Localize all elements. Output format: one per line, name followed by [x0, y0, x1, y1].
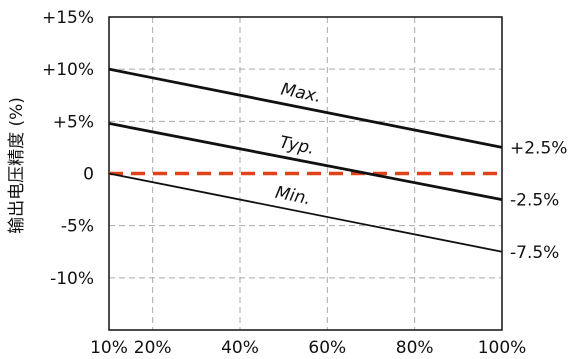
series-end-label: -2.5% [510, 191, 559, 211]
series-end-label: +2.5% [510, 138, 567, 158]
y-tick-label: -5% [61, 217, 94, 237]
y-tick-label: -10% [50, 269, 94, 289]
y-tick-label: 0 [83, 165, 94, 185]
series-label-typ: Typ. [278, 133, 316, 159]
grid-lines [109, 17, 502, 330]
series-lines [108, 67, 503, 253]
series-line-typ [108, 122, 503, 201]
series-end-label: -7.5% [510, 243, 559, 263]
x-tick-label: 10% [90, 338, 128, 358]
x-tick-label: 80% [396, 338, 434, 358]
y-tick-labels: +15% +10% +5% 0 -5% -10% [42, 8, 94, 289]
x-tick-label: 100% [478, 338, 527, 358]
y-tick-label: +15% [42, 8, 94, 28]
series-line-min [108, 172, 503, 253]
x-tick-label: 20% [134, 338, 172, 358]
y-axis-label: 输出电压精度 (%) [7, 97, 27, 234]
y-tick-label: +10% [42, 60, 94, 80]
series-label-min: Min. [274, 183, 313, 210]
y-tick-label: +5% [53, 112, 94, 132]
x-tick-label: 60% [308, 338, 346, 358]
x-tick-labels: 10% 20% 40% 60% 80% 100% [90, 338, 526, 358]
x-tick-label: 40% [221, 338, 259, 358]
series-line-max [108, 67, 503, 149]
